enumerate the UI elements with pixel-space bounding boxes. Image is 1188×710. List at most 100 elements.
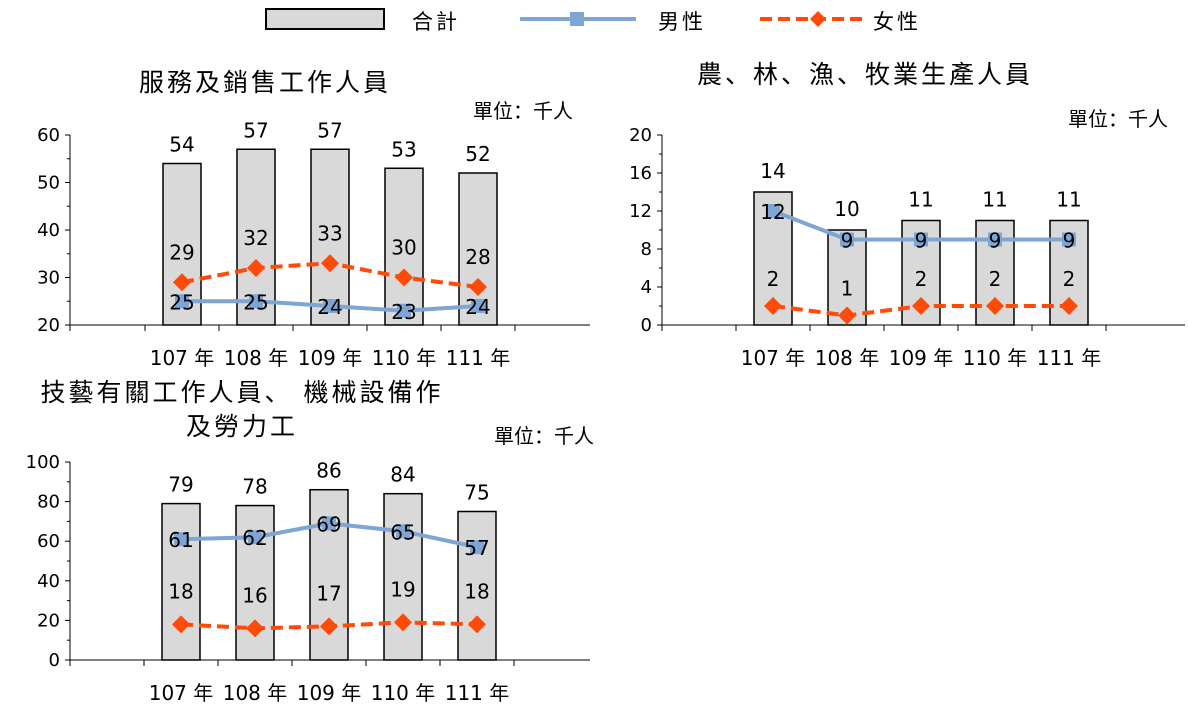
data-label-female: 19	[390, 577, 415, 601]
data-label-total: 53	[391, 137, 416, 161]
data-label-total: 78	[242, 475, 267, 499]
data-label-male: 25	[169, 290, 194, 314]
data-label-total: 14	[760, 159, 785, 183]
y-tick-label: 12	[629, 201, 652, 222]
point-male	[249, 294, 263, 309]
data-label-total: 11	[1056, 188, 1081, 212]
point-female	[395, 268, 413, 287]
y-tick-label: 16	[629, 163, 652, 184]
data-label-male: 24	[465, 295, 490, 319]
data-label-male: 9	[841, 229, 854, 253]
bar-total	[457, 510, 497, 661]
x-tick-label: 107 年	[741, 346, 806, 370]
y-tick-label: 0	[641, 315, 652, 336]
point-female	[172, 615, 190, 634]
data-label-total: 10	[834, 197, 859, 221]
x-tick-label: 110 年	[371, 681, 436, 705]
unit-label: 單位：千人	[1068, 107, 1168, 131]
y-tick-label: 8	[641, 239, 652, 260]
point-female	[468, 615, 486, 634]
data-label-female: 2	[915, 267, 928, 291]
x-tick-label: 107 年	[149, 681, 214, 705]
y-tick-label: 50	[37, 173, 60, 194]
legend-female-marker	[810, 11, 826, 27]
point-female	[1060, 297, 1078, 315]
y-tick-label: 20	[37, 315, 60, 336]
x-tick-label: 109 年	[889, 346, 954, 370]
data-label-total: 57	[317, 118, 342, 142]
x-tick-label: 110 年	[372, 346, 437, 370]
x-tick-label: 108 年	[224, 346, 289, 370]
data-label-total: 84	[390, 463, 415, 487]
point-female	[247, 259, 265, 277]
y-tick-label: 100	[26, 452, 60, 473]
y-tick-label: 30	[37, 268, 60, 289]
point-male	[766, 204, 780, 218]
x-tick-label: 107 年	[150, 346, 215, 370]
point-female	[320, 617, 338, 636]
data-label-male: 61	[168, 528, 193, 552]
data-label-female: 30	[391, 236, 416, 260]
point-female	[394, 613, 412, 632]
legend-total-label: 合計	[412, 10, 460, 34]
data-label-female: 16	[242, 583, 267, 607]
point-female	[173, 273, 191, 292]
point-female	[838, 306, 856, 325]
point-male	[174, 532, 188, 547]
chart-title: 服務及銷售工作人員	[139, 68, 391, 97]
bar-total	[161, 502, 201, 661]
data-label-female: 17	[316, 581, 341, 605]
data-label-total: 11	[982, 188, 1007, 212]
data-label-female: 18	[464, 579, 489, 603]
x-tick-label: 108 年	[223, 681, 288, 705]
data-label-male: 25	[243, 290, 268, 314]
data-label-male: 23	[391, 300, 416, 324]
data-label-male: 9	[915, 229, 928, 253]
point-female	[246, 619, 264, 638]
data-label-male: 24	[317, 295, 342, 319]
data-label-female: 32	[243, 226, 268, 250]
point-male	[471, 299, 485, 313]
point-male	[396, 524, 410, 539]
y-tick-label: 60	[37, 531, 60, 552]
y-tick-label: 40	[37, 220, 60, 241]
legend: 合計 男性 女性	[265, 8, 921, 34]
y-tick-label: 40	[37, 571, 60, 592]
x-tick-label: 111 年	[1037, 346, 1102, 370]
x-tick-label: 111 年	[446, 346, 511, 370]
point-female	[321, 254, 339, 273]
legend-male-marker	[570, 12, 584, 26]
y-tick-label: 60	[37, 125, 60, 146]
unit-label: 單位：千人	[494, 424, 594, 448]
point-male	[988, 232, 1002, 247]
point-male	[323, 299, 337, 313]
legend-female-label: 女性	[873, 10, 921, 34]
chart-title: 農、林、漁、牧業生產人員	[697, 60, 1033, 89]
point-male	[397, 303, 411, 318]
data-label-female: 2	[767, 267, 780, 291]
data-label-male: 69	[316, 512, 341, 536]
data-label-total: 57	[243, 118, 268, 142]
y-tick-label: 20	[37, 610, 60, 631]
data-label-total: 54	[169, 133, 194, 157]
bar-total	[310, 148, 350, 326]
x-tick-label: 109 年	[298, 346, 363, 370]
x-tick-label: 109 年	[297, 681, 362, 705]
data-label-total: 79	[168, 473, 193, 497]
data-label-male: 62	[242, 526, 267, 550]
data-label-female: 1	[841, 277, 854, 301]
x-tick-label: 108 年	[815, 346, 880, 370]
y-tick-label: 4	[641, 277, 652, 298]
point-male	[175, 294, 189, 309]
legend-total-swatch	[265, 8, 385, 30]
data-label-female: 2	[1063, 267, 1076, 291]
data-label-male: 12	[760, 200, 785, 224]
data-label-male: 9	[1063, 229, 1076, 253]
data-label-male: 9	[989, 229, 1002, 253]
data-label-total: 75	[464, 481, 489, 505]
x-tick-label: 110 年	[963, 346, 1028, 370]
data-label-total: 86	[316, 459, 341, 483]
point-male	[1062, 232, 1076, 247]
